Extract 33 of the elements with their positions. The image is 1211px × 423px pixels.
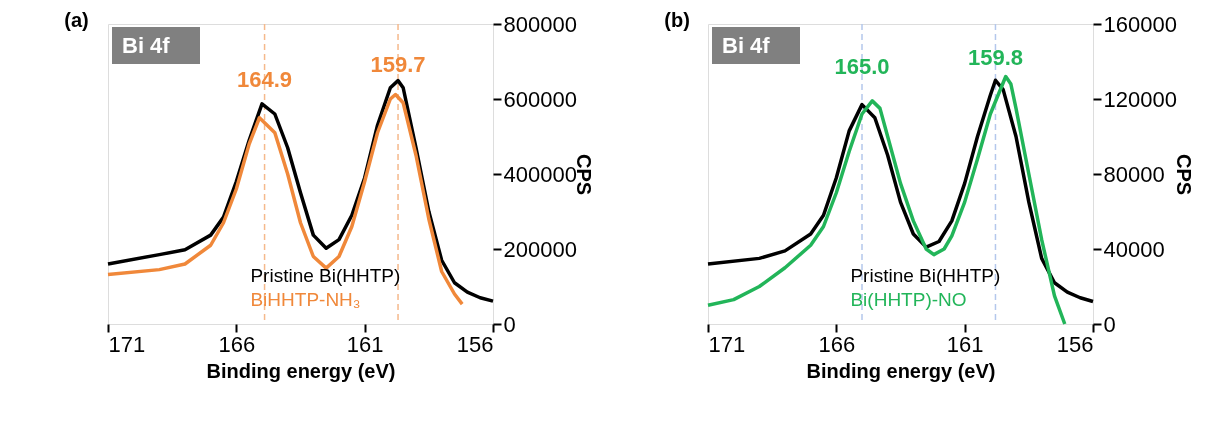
x-tick-label: 171 (108, 331, 146, 357)
x-tick-label: 161 (346, 331, 384, 357)
annotation: 159.7 (370, 52, 426, 78)
text: Bi(HHTP)-NO (850, 289, 967, 310)
y-tick-label: 40000 (1103, 236, 1165, 262)
y-tick-label: 120000 (1103, 86, 1177, 112)
y-tick-label: 160000 (1103, 11, 1177, 37)
annotation: Bi 4f (722, 33, 771, 58)
y-tick-label: 800000 (503, 11, 577, 37)
x-axis-title: Binding energy (eV) (806, 359, 996, 382)
x-tick-label: 166 (818, 331, 856, 357)
y-tick-label: 80000 (1103, 161, 1165, 187)
x-tick-label: 156 (456, 331, 494, 357)
series-label: Pristine Bi(HHTP) (850, 265, 1001, 286)
series-label: Pristine Bi(HHTP) (250, 265, 401, 286)
chart-title: (a) (64, 9, 89, 31)
annotation: 164.9 (237, 67, 293, 93)
line-series (706, 74, 1067, 326)
x-tick-label: 161 (946, 331, 984, 357)
x-tick-label: 156 (1056, 331, 1094, 357)
annotation: 165.0 (834, 54, 890, 80)
y-tick-label: 200000 (503, 236, 577, 262)
x-axis-title: Binding energy (eV) (206, 359, 396, 382)
annotation: Bi 4f (122, 33, 171, 58)
series-label: BiHHTP-NH₃ (250, 289, 361, 310)
y-tick-label: 600000 (503, 86, 577, 112)
x-tick-label: 166 (218, 331, 256, 357)
y-axis-title: CPS (1172, 153, 1195, 196)
y-tick-label: 0 (1103, 311, 1116, 337)
x-tick-label: 171 (708, 331, 746, 357)
y-tick-label: 0 (503, 311, 516, 337)
annotation: 159.8 (967, 44, 1023, 70)
chart-title: (b) (664, 9, 690, 31)
